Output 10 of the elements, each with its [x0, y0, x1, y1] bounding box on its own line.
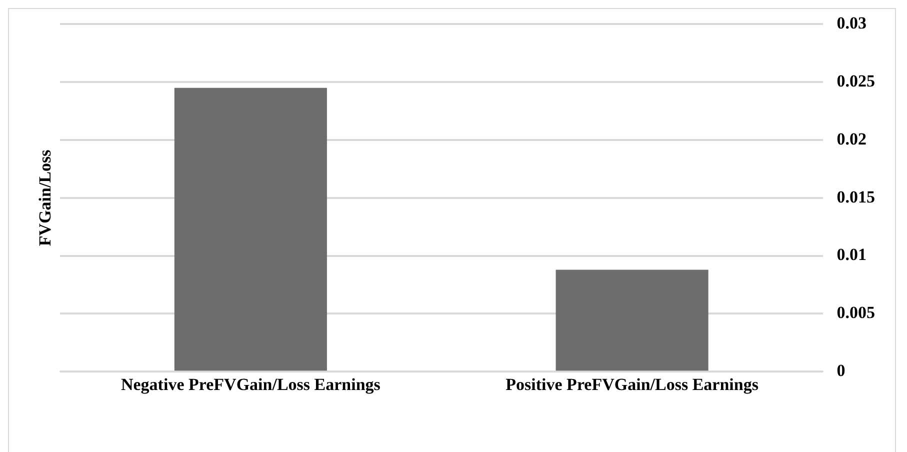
y-tick-label: 0.02 — [836, 129, 866, 148]
x-tick-label: Negative PreFVGain/Loss Earnings — [120, 375, 381, 394]
y-tick-label: 0.01 — [836, 245, 866, 264]
y-axis-title: FVGain/Loss — [35, 149, 54, 246]
y-tick-label: 0.025 — [836, 71, 875, 90]
x-tick-label: Positive PreFVGain/Loss Earnings — [506, 375, 759, 394]
y-tick-label: 0.03 — [836, 14, 866, 33]
y-tick-label: 0.005 — [836, 303, 875, 322]
y-tick-label: 0.015 — [836, 187, 875, 206]
y-tick-label: 0 — [836, 360, 846, 380]
